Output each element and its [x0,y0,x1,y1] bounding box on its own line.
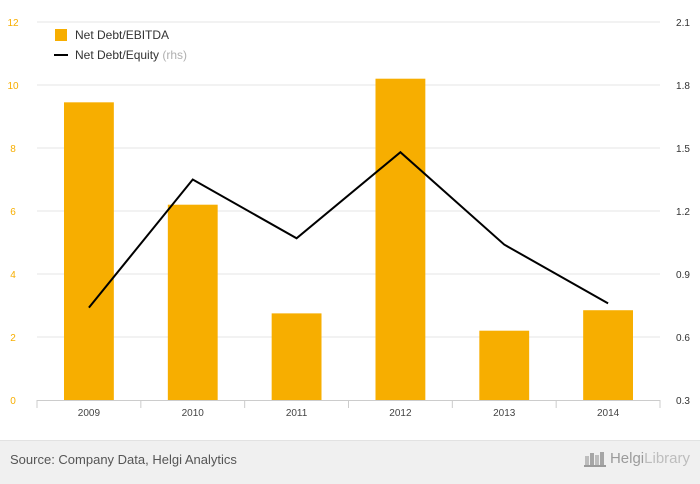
left-tick-label: 4 [10,270,16,281]
x-tick-label: 2009 [78,408,101,419]
right-tick-label: 1.5 [676,144,690,155]
x-tick-label: 2012 [389,408,412,419]
axes: 0 2 4 6 8 10 12 0.3 0.6 0.9 1.2 1.5 1.8 2.1 2009 2010 20… [7,18,690,419]
bar [63,102,114,400]
left-tick-label: 8 [10,144,16,155]
x-tick-label: 2013 [493,408,516,419]
legend: Net Debt/EBITDA Net Debt/Equity (rhs) [54,28,187,62]
right-tick-label: 0.3 [676,396,690,407]
source-note: Source: Company Data, Helgi Analytics [10,452,237,467]
bar [583,310,634,400]
series-line-net-debt-equity [88,150,609,309]
brand-name-part2: Library [644,449,690,467]
legend-rhs-suffix: (rhs) [162,48,187,62]
x-tick-label: 2014 [597,408,620,419]
left-tick-label: 2 [10,333,16,344]
left-tick-label: 12 [7,18,19,29]
footer: Source: Company Data, Helgi Analytics He… [0,440,700,484]
line-series [88,150,609,309]
bar [167,204,218,400]
right-tick-label: 1.8 [676,81,690,92]
grid [37,21,660,338]
left-tick-label: 6 [10,207,16,218]
bar [271,313,322,400]
right-tick-label: 0.9 [676,270,690,281]
right-tick-label: 2.1 [676,18,690,29]
left-tick-label: 10 [7,81,19,92]
chart-svg: 0 2 4 6 8 10 12 0.3 0.6 0.9 1.2 1.5 1.8 2.1 2009 2010 20… [7,18,690,419]
bar [479,330,530,400]
legend-label-net-debt-equity: Net Debt/Equity (rhs) [75,48,187,62]
legend-swatch-bar [55,29,67,41]
right-tick-label: 1.2 [676,207,690,218]
legend-label-net-debt-ebitda: Net Debt/EBITDA [75,28,169,42]
brand-logo: HelgiLibrary [583,449,690,467]
bar [375,78,426,400]
right-tick-label: 0.6 [676,333,690,344]
x-tick-label: 2011 [286,408,308,419]
x-tick-label: 2010 [182,408,205,419]
brand-name-part1: Helgi [609,449,645,467]
left-tick-label: 0 [10,396,16,407]
bars [63,78,634,400]
helgi-castle-icon [583,452,606,467]
